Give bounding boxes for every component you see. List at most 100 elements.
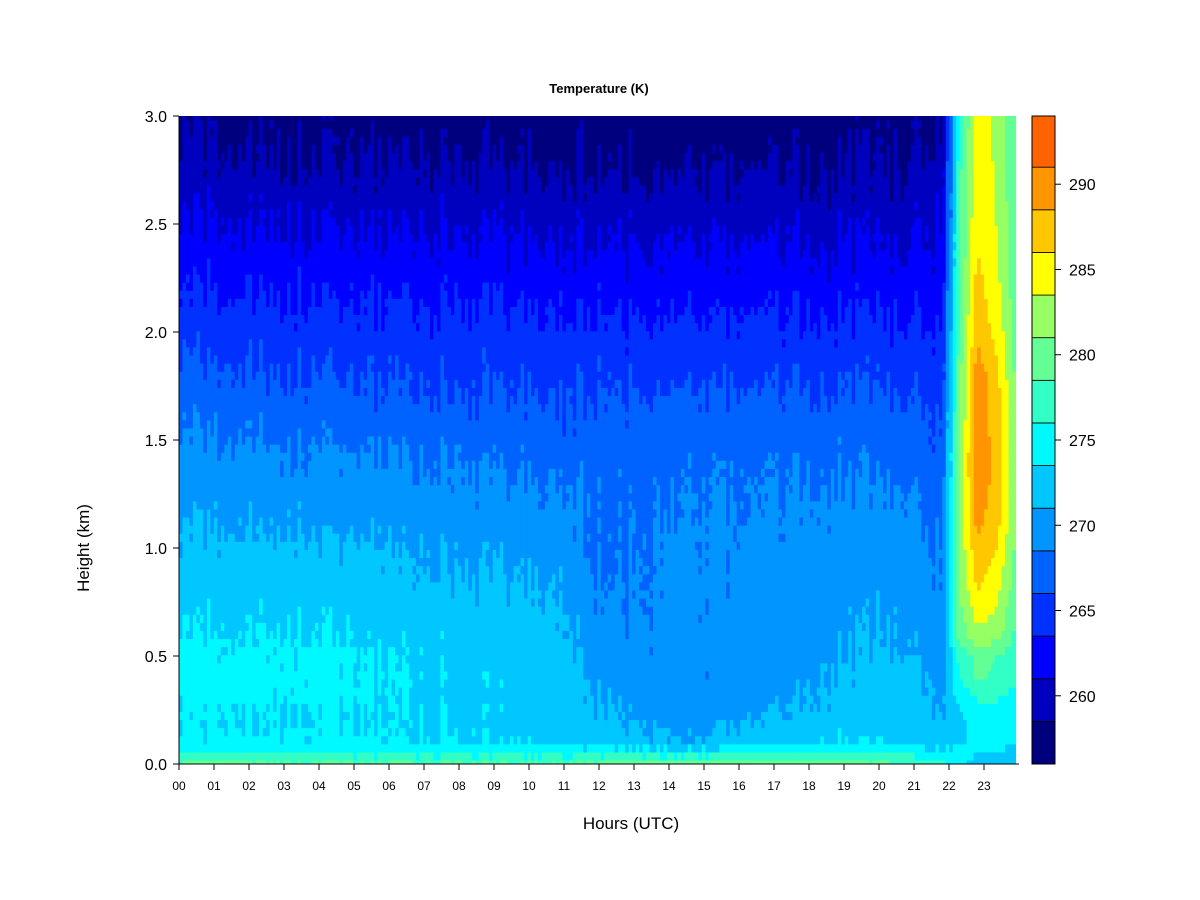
heatmap-cell [252,654,257,664]
heatmap-cell [294,330,299,340]
heatmap-cell [287,176,292,186]
heatmap-cell [199,508,204,518]
heatmap-cell [266,452,271,461]
heatmap-cell [196,703,201,712]
heatmap-cell [332,176,337,186]
heatmap-cell [384,533,389,542]
heatmap-cell [206,646,211,656]
heatmap-cell [294,670,299,680]
heatmap-cell [283,719,288,729]
heatmap-cell [217,435,222,445]
heatmap-cell [179,573,184,583]
heatmap-cell [377,444,382,453]
heatmap-cell [287,290,292,299]
heatmap-cell [192,257,198,267]
heatmap-cell [325,711,330,721]
heatmap-cell [311,233,316,243]
heatmap-cell [294,711,299,721]
heatmap-cell [252,606,257,615]
heatmap-cell [199,387,204,397]
heatmap-cell [203,508,208,518]
heatmap-cell [276,184,281,194]
heatmap-cell [318,662,323,672]
heatmap-cell [314,573,320,583]
heatmap-cell [388,630,393,640]
heatmap-cell [217,298,222,307]
heatmap-cell [287,670,292,680]
heatmap-cell [304,354,309,364]
heatmap-cell [304,338,309,348]
heatmap-cell [391,395,396,405]
heatmap-cell [179,371,184,380]
heatmap-cell [342,751,347,761]
heatmap-cell [210,435,215,445]
heatmap-cell [374,492,379,502]
heatmap-cell [273,282,278,291]
heatmap-cell [248,427,253,437]
heatmap-cell [388,525,393,534]
heatmap-cell [321,338,326,348]
heatmap-cell [182,727,187,737]
heatmap-cell [241,622,246,631]
heatmap-cell [185,387,191,397]
heatmap-cell [252,322,257,332]
heatmap-cell [311,614,316,623]
heatmap-cell [353,533,358,542]
heatmap-cell [290,759,295,764]
heatmap-cell [335,670,340,680]
heatmap-cell [248,371,253,380]
heatmap-cell [241,225,246,235]
heatmap-cell [297,152,302,162]
heatmap-cell [213,719,218,729]
heatmap-cell [259,225,264,235]
heatmap-cell [356,678,361,688]
heatmap-cell [192,476,198,486]
heatmap-cell [360,120,365,129]
heatmap-cell [262,654,267,664]
heatmap-cell [294,427,299,437]
heatmap-cell [287,403,292,413]
heatmap-cell [234,192,239,202]
heatmap-cell [210,606,215,615]
heatmap-cell [234,306,239,316]
heatmap-cell [300,249,306,259]
heatmap-cell [349,711,354,721]
heatmap-cell [307,354,313,364]
heatmap-cell [332,136,337,145]
heatmap-cell [300,759,306,764]
heatmap-cell [294,322,299,332]
heatmap-cell [339,241,344,251]
heatmap-cell [283,120,288,129]
heatmap-cell [199,152,204,162]
heatmap-cell [367,711,372,721]
heatmap-cell [370,217,375,226]
heatmap-cell [335,759,340,764]
heatmap-cell [224,306,229,316]
heatmap-cell [314,273,320,283]
heatmap-cell [339,160,344,170]
heatmap-cell [356,387,361,397]
heatmap-cell [290,727,295,737]
heatmap-cell [280,500,285,510]
heatmap-cell [192,630,198,640]
heatmap-cell [280,419,285,429]
heatmap-cell [179,525,184,534]
heatmap-cell [370,711,375,721]
heatmap-cell [377,597,382,607]
heatmap-cell [314,678,320,688]
heatmap-cell [363,152,368,162]
heatmap-cell [374,549,379,559]
heatmap-cell [370,395,375,405]
heatmap-cell [307,144,313,154]
heatmap-cell [328,128,333,137]
heatmap-cell [245,338,250,348]
heatmap-cell [325,282,330,291]
heatmap-cell [360,419,365,429]
heatmap-cell [189,573,194,583]
heatmap-cell [346,662,351,672]
heatmap-cell [377,630,382,640]
heatmap-cell [391,735,396,745]
heatmap-cell [311,354,316,364]
heatmap-cell [283,516,288,526]
heatmap-cell [311,209,316,218]
